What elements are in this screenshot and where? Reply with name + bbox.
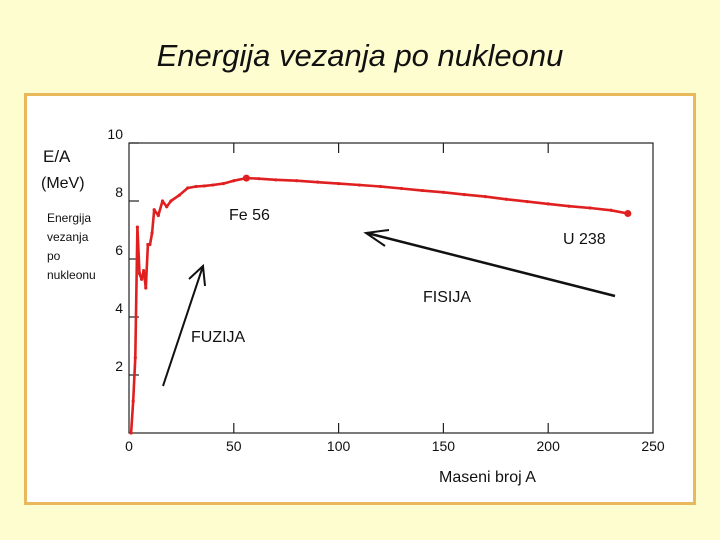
y-tick-label-6: 6	[115, 242, 123, 258]
x-tick-label-0: 0	[125, 438, 133, 454]
data-point	[462, 193, 466, 197]
data-point	[337, 182, 341, 186]
y-tick-label-10: 10	[107, 126, 123, 142]
data-point	[144, 286, 148, 290]
y-tick-label-8: 8	[115, 184, 123, 200]
data-point	[609, 208, 613, 212]
x-tick-label-100: 100	[327, 438, 351, 454]
marker-a-238	[624, 209, 632, 217]
fusion-label: FUZIJA	[191, 329, 246, 346]
x-tick-label-150: 150	[432, 438, 456, 454]
series-0-line	[129, 176, 629, 434]
data-point	[150, 231, 154, 235]
data-point	[137, 271, 142, 276]
data-point	[156, 213, 160, 218]
data-point	[160, 199, 165, 203]
data-point	[186, 186, 190, 190]
data-point	[420, 188, 425, 193]
data-point	[295, 179, 299, 183]
fusion-arrow-line	[162, 265, 204, 387]
data-point	[316, 180, 320, 184]
y-desc-line-4: nukleonu	[47, 268, 96, 282]
data-point	[133, 356, 137, 360]
y-desc-line-2: vezanja	[47, 230, 89, 244]
slide-title: Energija vezanja po nukleonu	[156, 38, 564, 73]
data-point	[202, 184, 207, 188]
data-point	[483, 195, 487, 199]
data-point	[357, 183, 362, 187]
data-point	[441, 190, 445, 194]
data-point	[525, 199, 529, 204]
data-point	[139, 277, 144, 281]
chart-frame: E/A (MeV) Energija vezanja po nukleonu 0…	[24, 93, 696, 505]
fission-label: FISIJA	[423, 289, 471, 306]
data-point	[274, 178, 278, 182]
y-desc-line-1: Energija	[47, 211, 91, 225]
data-point	[567, 204, 571, 208]
data-point	[399, 186, 404, 191]
plot-area	[128, 142, 654, 434]
data-point	[232, 179, 236, 183]
data-point	[588, 206, 592, 210]
data-point	[142, 269, 146, 273]
u238-label: U 238	[563, 231, 606, 248]
data-point	[148, 242, 152, 247]
y-tick-label-4: 4	[115, 300, 123, 316]
x-tick-label-250: 250	[641, 438, 665, 454]
fusion-arrow-head	[188, 263, 206, 287]
data-point	[177, 193, 181, 197]
fission-arrow-head	[363, 229, 390, 247]
curve-layer	[129, 174, 632, 435]
fe56-label: Fe 56	[229, 207, 270, 224]
binding-energy-chart: E/A (MeV) Energija vezanja po nukleonu 0…	[41, 126, 665, 486]
y-axis-unit: (MeV)	[41, 175, 85, 192]
data-point	[378, 184, 383, 189]
y-tick-label-2: 2	[115, 358, 123, 374]
data-point	[169, 199, 173, 203]
data-point	[135, 225, 139, 229]
data-point	[211, 183, 215, 187]
fission-arrow-line	[366, 231, 616, 298]
marker-a-56	[242, 174, 250, 182]
x-tick-label-50: 50	[226, 438, 242, 454]
x-tick-label-200: 200	[537, 438, 561, 454]
data-point	[257, 177, 261, 181]
data-point	[152, 208, 156, 212]
ticks-layer: 0 50 100 150 200 250 2 4 6 8 10	[107, 126, 664, 454]
data-point	[221, 182, 225, 186]
y-axis-label: E/A	[43, 147, 71, 166]
data-point	[194, 184, 198, 189]
data-point	[546, 202, 550, 206]
data-point	[504, 197, 508, 201]
x-axis-label: Maseni broj A	[439, 469, 536, 486]
data-point	[129, 431, 133, 435]
data-point	[131, 399, 135, 403]
y-desc-line-3: po	[47, 249, 61, 263]
data-point	[165, 205, 169, 209]
